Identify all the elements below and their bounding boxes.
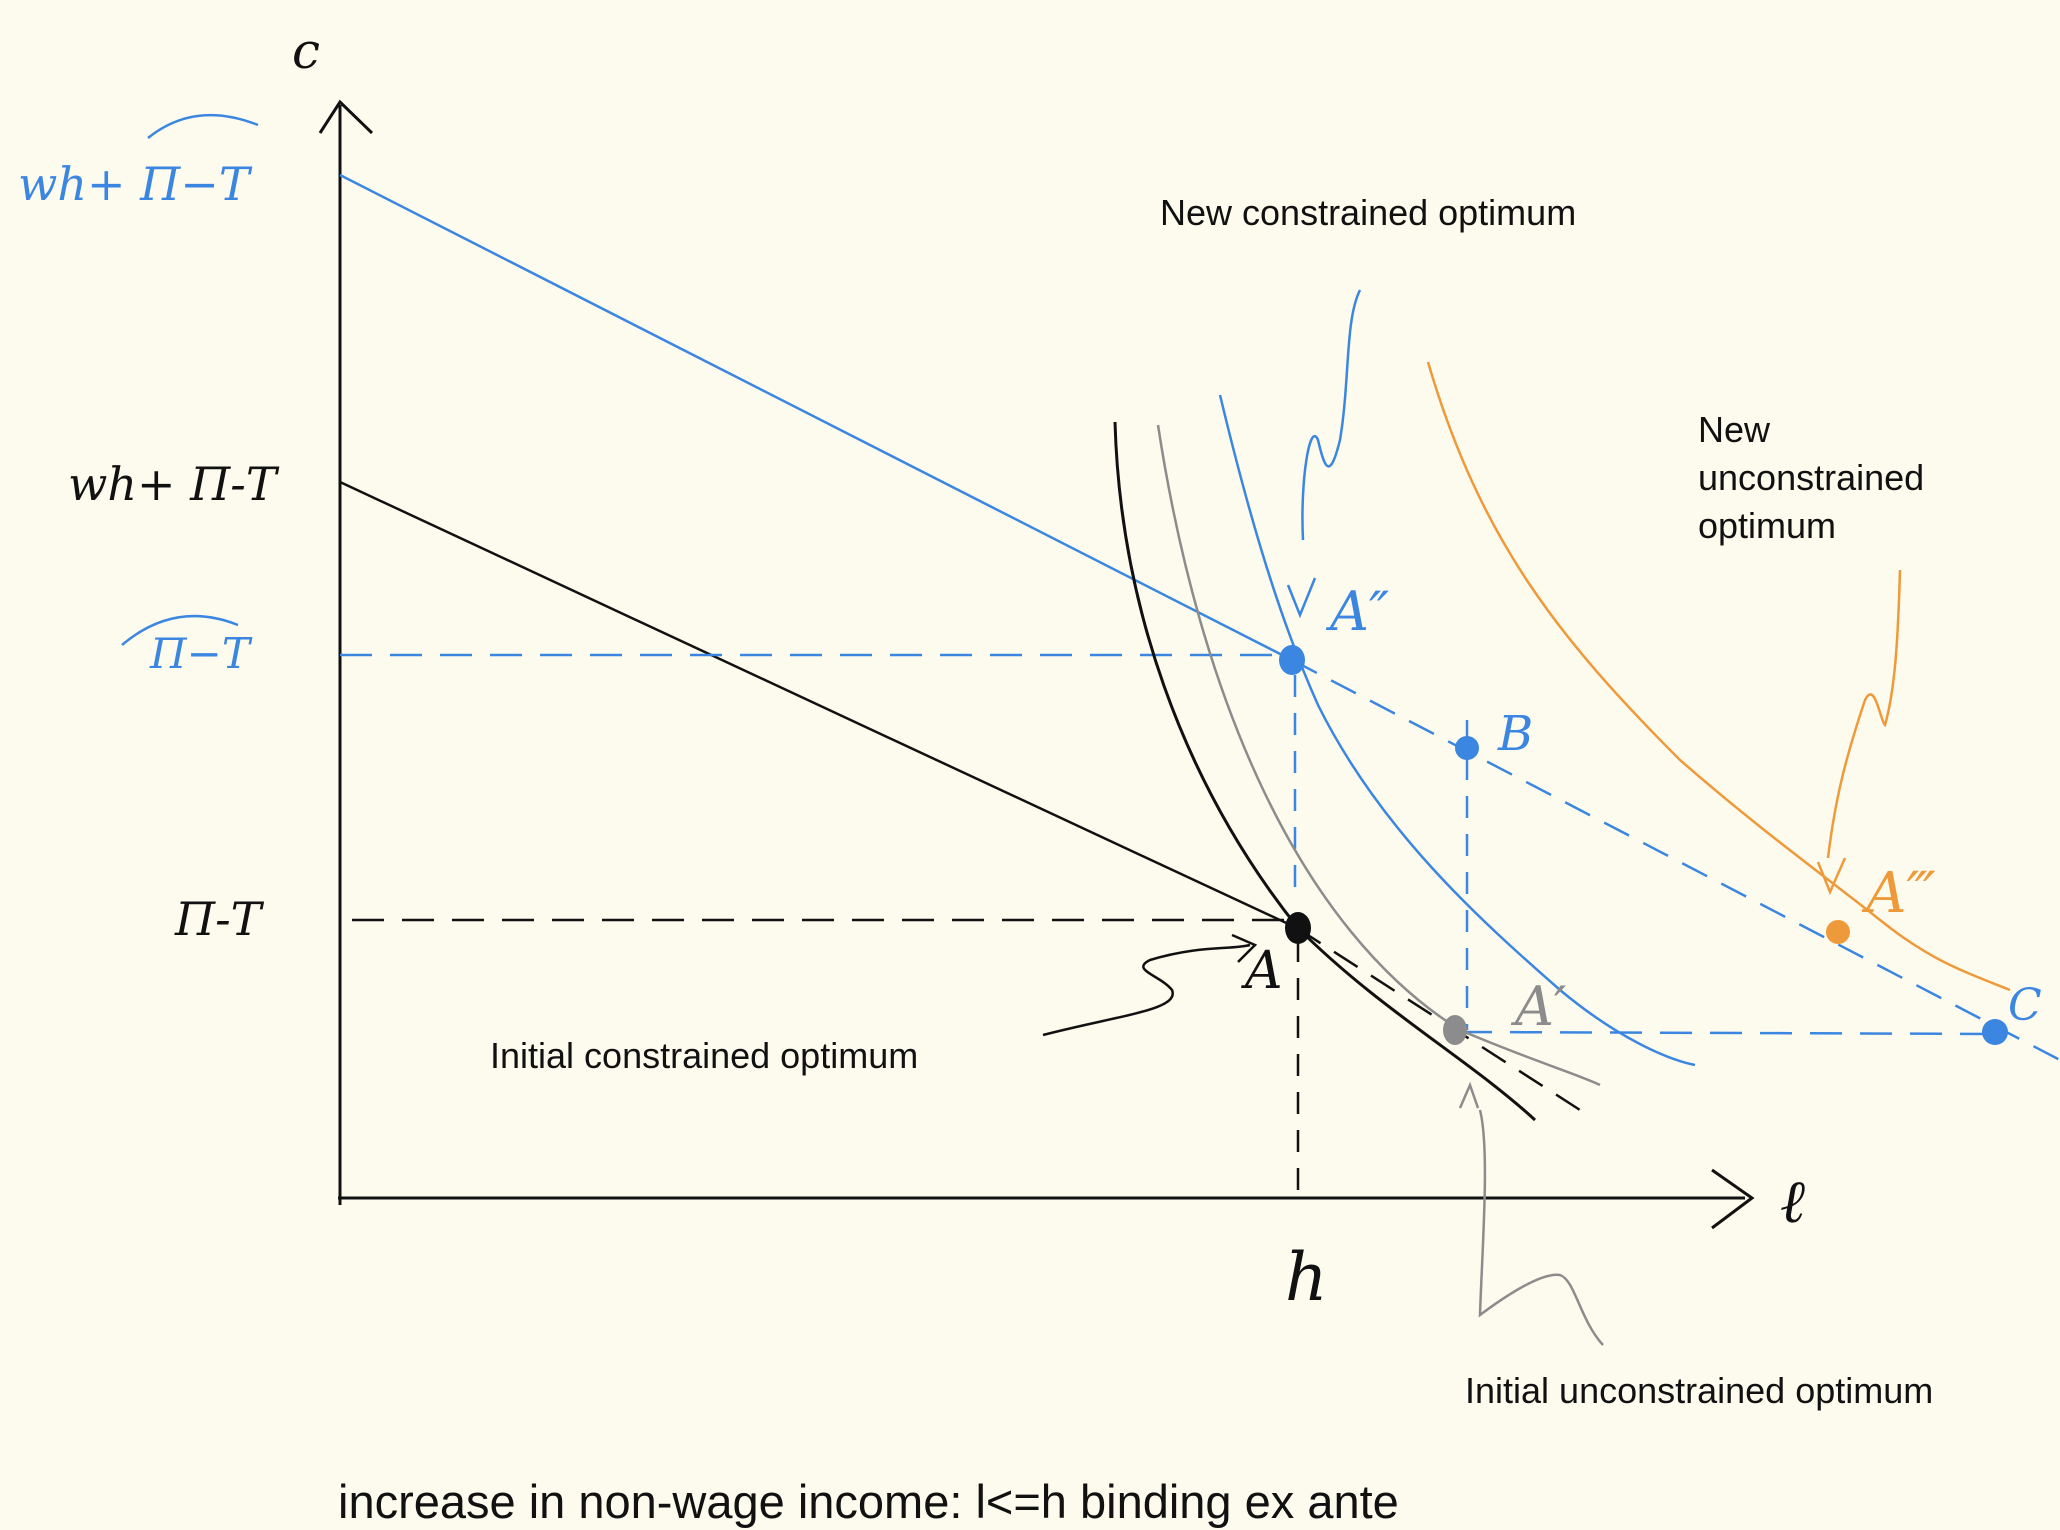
- pointer-check-a-dprime: [1286, 577, 1317, 619]
- x-axis-label: ℓ: [1780, 1167, 1805, 1237]
- pointer-initial-constrained-arrowhead: [1231, 933, 1258, 963]
- annotation-new-unconstrained-1: New: [1698, 409, 1771, 450]
- y-axis-label: c: [292, 22, 320, 80]
- pointer-check-a-tprime: [1816, 857, 1847, 896]
- pointer-initial-unconstrained: [1478, 1109, 1604, 1346]
- label-a-prime: A′: [1510, 975, 1566, 1038]
- y-axis-arrowhead: [318, 99, 374, 135]
- label-c: C: [2008, 980, 2042, 1031]
- x-tick-h: h: [1285, 1239, 1328, 1316]
- budget-line-initial: [339, 480, 1298, 930]
- point-b: [1455, 736, 1479, 760]
- hat-blue-mid: [121, 614, 239, 646]
- point-a-dprime: [1279, 645, 1305, 675]
- label-a-dprime: A″: [1325, 580, 1389, 643]
- y-label-black-top: wh+ Π-T: [68, 457, 280, 511]
- annotation-initial-unconstrained: Initial unconstrained optimum: [1465, 1370, 1933, 1411]
- annotation-initial-constrained: Initial constrained optimum: [490, 1035, 918, 1076]
- y-label-blue-top: wh+ Π−T: [18, 157, 253, 211]
- annotation-new-constrained: New constrained optimum: [1160, 192, 1576, 233]
- pointer-new-unconstrained: [1826, 569, 1902, 859]
- dashed-guide-blue-low: [1459, 1030, 2001, 1036]
- budget-extension-new: [1291, 658, 2060, 1062]
- point-c: [1982, 1019, 2008, 1045]
- point-a: [1285, 912, 1311, 944]
- label-a: A: [1241, 941, 1283, 1001]
- pointer-initial-constrained: [1042, 943, 1251, 1037]
- caption: increase in non-wage income: l<=h bindin…: [338, 1475, 1399, 1528]
- hat-blue-top: [147, 113, 259, 139]
- indifference-curve-new-unconstrained: [1426, 361, 2011, 992]
- pointer-check-a-prime: [1458, 1081, 1480, 1109]
- x-axis-arrowhead: [1711, 1168, 1755, 1230]
- indifference-curve-new-constrained: [1218, 394, 1696, 1067]
- indifference-curve-gray: [1156, 424, 1601, 1087]
- y-label-blue-mid: Π−T: [149, 629, 253, 678]
- annotation-new-unconstrained-3: optimum: [1698, 505, 1836, 546]
- point-a-tprime: [1826, 920, 1850, 944]
- point-a-prime: [1443, 1015, 1467, 1045]
- budget-extension-initial: [1296, 926, 1581, 1112]
- label-b: B: [1497, 706, 1533, 762]
- annotation-new-unconstrained-2: unconstrained: [1698, 457, 1924, 498]
- pointer-new-constrained: [1301, 289, 1362, 541]
- budget-line-new: [339, 173, 1293, 662]
- label-a-tprime: A‴: [1861, 861, 1936, 926]
- y-label-black-mid: Π-T: [174, 892, 265, 946]
- indifference-curve-initial: [1113, 421, 1537, 1122]
